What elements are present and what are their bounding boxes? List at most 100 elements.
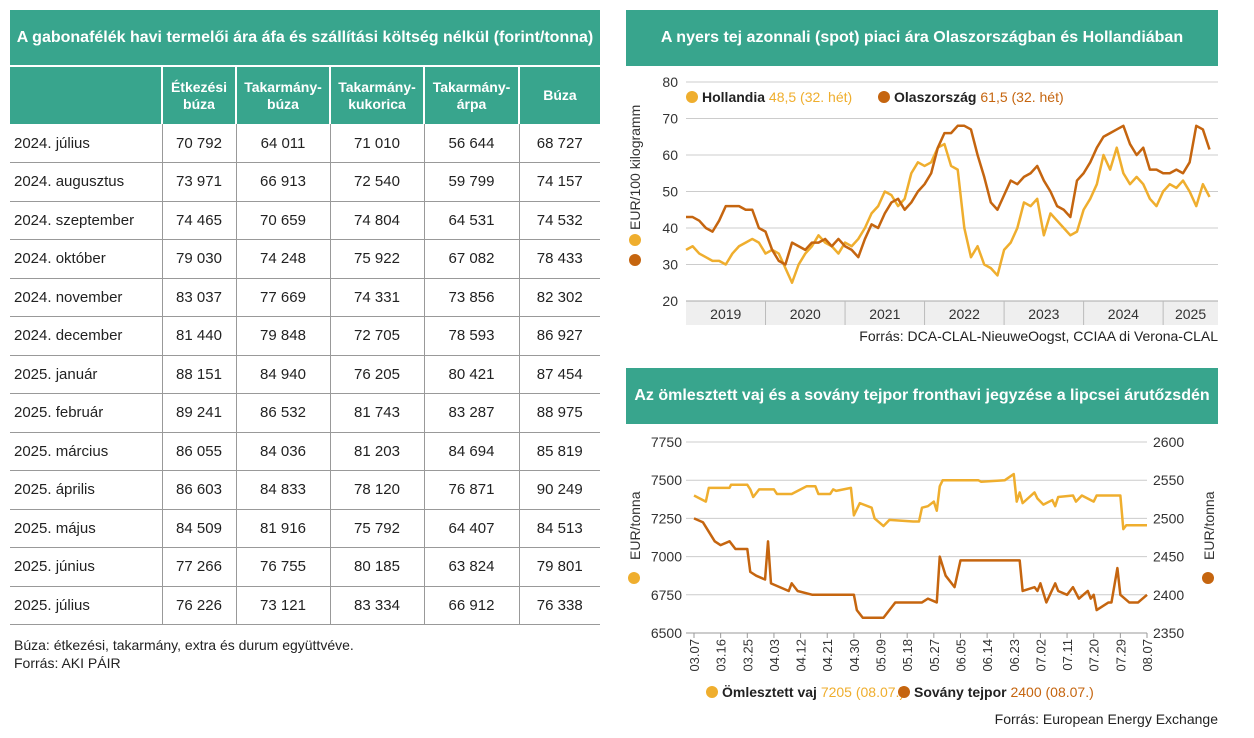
x-tick-label: 03.16 [714, 639, 729, 672]
table-row: 2025. június 77 266 76 755 80 185 63 824 79 8… [10, 547, 600, 587]
x-tick-label: 07.11 [1060, 639, 1075, 671]
x-tick-label: 2019 [710, 306, 741, 322]
column-header: Étkezési búza [161, 67, 236, 124]
y-left-tick-label: 6500 [651, 625, 682, 641]
table-cell: 79 848 [235, 316, 330, 356]
y-tick-label: 70 [662, 111, 678, 127]
price-table: Étkezési búza Takarmány-búza Takarmány-kuk… [10, 67, 600, 625]
x-tick-label: 03.07 [687, 639, 702, 672]
table-row: 2024. augusztus 73 971 66 913 72 540 59 799 7… [10, 162, 600, 202]
table-cell: 68 727 [518, 124, 600, 163]
table-cell: 85 819 [518, 432, 600, 471]
table-cell: 76 755 [235, 547, 330, 587]
legend-marker-olaszorszag [629, 254, 641, 266]
y-right-tick-label: 2450 [1153, 549, 1184, 565]
y-tick-label: 20 [662, 293, 678, 309]
x-tick-label: 06.23 [1007, 639, 1022, 672]
row-label: 2024. november [10, 278, 162, 317]
legend-label: Ömlesztett vaj 7205 (08.07.) [722, 684, 904, 700]
x-tick-label: 2020 [790, 306, 821, 322]
y-axis-label: EUR/100 kilogramm [627, 105, 643, 230]
x-tick-label: 04.21 [820, 639, 835, 672]
table-row: 2024. szeptember 74 465 70 659 74 804 64 531… [10, 201, 600, 240]
legend-value: 7205 (08.07.) [817, 684, 904, 700]
series-line-sovany-tejpor [693, 517, 1148, 619]
legend-marker [878, 91, 890, 103]
column-header: Takarmány-kukorica [329, 67, 424, 124]
table-cell: 70 659 [235, 201, 330, 240]
table-cell: 87 454 [518, 355, 600, 394]
row-label: 2025. június [10, 547, 162, 587]
table-cell: 84 513 [518, 509, 600, 548]
table-cell: 84 833 [235, 470, 330, 510]
column-header: Takarmány-árpa [423, 67, 519, 124]
y-tick-label: 30 [662, 257, 678, 273]
table-row: 2024. november 83 037 77 669 74 331 73 856 82… [10, 278, 600, 317]
y-right-tick-label: 2350 [1153, 625, 1184, 641]
table-row: 2024. július 70 792 64 011 71 010 56 644 68 7… [10, 124, 600, 163]
legend-label: Sovány tejpor 2400 (08.07.) [914, 684, 1094, 700]
table-cell: 86 532 [235, 393, 330, 433]
table-cell: 76 338 [518, 586, 600, 625]
table-cell: 70 792 [161, 124, 236, 163]
table-cell: 72 540 [329, 162, 424, 202]
x-tick-label: 07.29 [1113, 639, 1128, 672]
row-label: 2025. március [10, 432, 162, 471]
table-cell: 84 509 [161, 509, 236, 548]
y-tick-label: 80 [662, 74, 678, 90]
table-cell: 88 151 [161, 355, 236, 394]
table-row: 2025. július 76 226 73 121 83 334 66 912 76 3… [10, 586, 600, 625]
table-footnote: Búza: étkezési, takarmány, extra és duru… [14, 636, 354, 672]
table-row: 2025. február 89 241 86 532 81 743 83 287 88 … [10, 393, 600, 433]
x-tick-label: 07.20 [1087, 639, 1102, 672]
legend-marker-hollandia [629, 234, 641, 246]
table-cell: 74 804 [329, 201, 424, 240]
milk-chart-source: Forrás: DCA-CLAL-NieuweOogst, CCIAA di V… [859, 328, 1218, 344]
column-header [10, 67, 162, 124]
table-cell: 81 203 [329, 432, 424, 471]
table-row: 2024. december 81 440 79 848 72 705 78 593 86… [10, 316, 600, 356]
table-cell: 75 922 [329, 239, 424, 279]
x-tick-label: 08.07 [1140, 639, 1155, 672]
x-tick-label: 05.09 [874, 639, 889, 672]
x-axis-band [686, 301, 1218, 325]
table-cell: 64 407 [423, 509, 519, 548]
left-axis-marker [628, 572, 640, 584]
table-cell: 75 792 [329, 509, 424, 548]
table-cell: 76 205 [329, 355, 424, 394]
table-cell: 78 433 [518, 239, 600, 279]
y-left-tick-label: 7250 [651, 510, 682, 526]
table-cell: 74 331 [329, 278, 424, 317]
table-body: 2024. július 70 792 64 011 71 010 56 644 68 7… [10, 124, 600, 625]
table-cell: 77 266 [161, 547, 236, 587]
table-cell: 84 036 [235, 432, 330, 471]
table-row: 2025. május 84 509 81 916 75 792 64 407 84 51… [10, 509, 600, 548]
table-title: A gabonafélék havi termelői ára áfa és s… [10, 10, 600, 67]
x-tick-label: 2024 [1108, 306, 1139, 322]
table-row: 2025. január 88 151 84 940 76 205 80 421 87 4… [10, 355, 600, 394]
y-right-tick-label: 2500 [1153, 510, 1184, 526]
table-row: 2025. március 86 055 84 036 81 203 84 694 85 … [10, 432, 600, 471]
table-cell: 63 824 [423, 547, 519, 587]
table-cell: 73 971 [161, 162, 236, 202]
x-tick-label: 06.14 [980, 639, 995, 672]
table-cell: 86 927 [518, 316, 600, 356]
y-left-axis-label: EUR/tonna [627, 491, 643, 560]
table-cell: 79 030 [161, 239, 236, 279]
legend-label: Olaszország 61,5 (32. hét) [894, 89, 1064, 105]
table-cell: 83 037 [161, 278, 236, 317]
table-cell: 81 743 [329, 393, 424, 433]
legend-label: Hollandia 48,5 (32. hét) [702, 89, 852, 105]
table-cell: 80 185 [329, 547, 424, 587]
table-cell: 56 644 [423, 124, 519, 163]
y-right-tick-label: 2400 [1153, 587, 1184, 603]
series-line-olaszorszag [686, 124, 1211, 266]
table-row: 2024. október 79 030 74 248 75 922 67 082 78 … [10, 239, 600, 279]
table-cell: 74 532 [518, 201, 600, 240]
x-tick-label: 05.18 [900, 639, 915, 672]
table-cell: 84 694 [423, 432, 519, 471]
legend-value: 48,5 (32. hét) [765, 89, 852, 105]
table-cell: 86 055 [161, 432, 236, 471]
butter-chart-title: Az ömlesztett vaj és a sovány tejpor fro… [626, 368, 1218, 424]
